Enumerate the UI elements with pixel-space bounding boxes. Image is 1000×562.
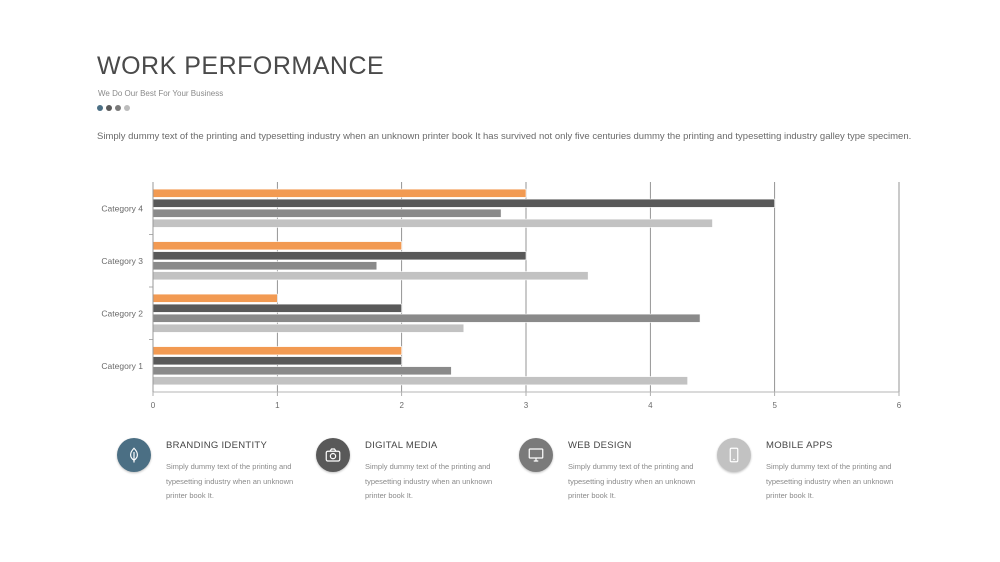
bar xyxy=(152,366,452,376)
bar xyxy=(152,188,527,198)
decorative-dots xyxy=(97,105,130,111)
x-tick-label: 3 xyxy=(524,401,529,410)
feature-text: Simply dummy text of the printing and ty… xyxy=(365,462,493,500)
bar xyxy=(152,346,402,356)
bar xyxy=(152,313,701,323)
x-tick-label: 5 xyxy=(772,401,777,410)
leaf-icon xyxy=(130,447,138,463)
dot-4 xyxy=(124,105,130,111)
x-tick-label: 1 xyxy=(275,401,280,410)
slide-subtitle: We Do Our Best For Your Business xyxy=(98,89,224,98)
monitor-icon xyxy=(528,448,544,462)
bar xyxy=(152,251,527,261)
feature-text: Simply dummy text of the printing and ty… xyxy=(568,462,696,500)
bar xyxy=(152,323,465,333)
bar xyxy=(152,261,378,271)
x-tick-label: 2 xyxy=(399,401,404,410)
feature-icon-circle xyxy=(117,438,151,472)
bar xyxy=(152,293,278,303)
feature-text: Simply dummy text of the printing and ty… xyxy=(166,462,294,500)
feature-title: BRANDING IDENTITY xyxy=(166,440,268,451)
bar xyxy=(152,198,775,208)
bar xyxy=(152,241,402,251)
dot-3 xyxy=(115,105,121,111)
feature-branding: BRANDING IDENTITY Simply dummy text of t… xyxy=(117,430,317,530)
feature-row: BRANDING IDENTITY Simply dummy text of t… xyxy=(0,430,1000,530)
y-category-label: Category 1 xyxy=(101,361,143,371)
feature-icon-circle xyxy=(316,438,350,472)
x-tick-label: 6 xyxy=(897,401,902,410)
feature-title: DIGITAL MEDIA xyxy=(365,440,438,451)
camera-icon xyxy=(325,448,341,462)
feature-title: MOBILE APPS xyxy=(766,440,833,451)
intro-text: Simply dummy text of the printing and ty… xyxy=(97,131,912,142)
mobile-icon xyxy=(729,447,739,463)
bar xyxy=(152,303,402,313)
x-tick-label: 0 xyxy=(151,401,156,410)
bar-chart: 0 1 2 3 4 5 6 Category 4 Category 3 Category 2 Cat… xyxy=(101,182,902,410)
slide-title: WORK PERFORMANCE xyxy=(97,52,385,80)
feature-icon-circle xyxy=(717,438,751,472)
feature-digital-media: DIGITAL MEDIA Simply dummy text of the p… xyxy=(316,430,516,530)
y-category-label: Category 4 xyxy=(101,203,143,213)
y-category-label: Category 3 xyxy=(101,256,143,266)
bar xyxy=(152,376,688,386)
dot-2 xyxy=(106,105,112,111)
feature-icon-circle xyxy=(519,438,553,472)
bar xyxy=(152,271,589,281)
feature-text: Simply dummy text of the printing and ty… xyxy=(766,462,894,500)
feature-mobile-apps: MOBILE APPS Simply dummy text of the pri… xyxy=(717,430,917,530)
bar xyxy=(152,356,402,366)
feature-web-design: WEB DESIGN Simply dummy text of the prin… xyxy=(519,430,719,530)
bar xyxy=(152,208,502,218)
bar xyxy=(152,218,713,228)
dot-1 xyxy=(97,105,103,111)
y-category-label: Category 2 xyxy=(101,308,143,318)
feature-title: WEB DESIGN xyxy=(568,440,632,451)
x-tick-label: 4 xyxy=(648,401,653,410)
